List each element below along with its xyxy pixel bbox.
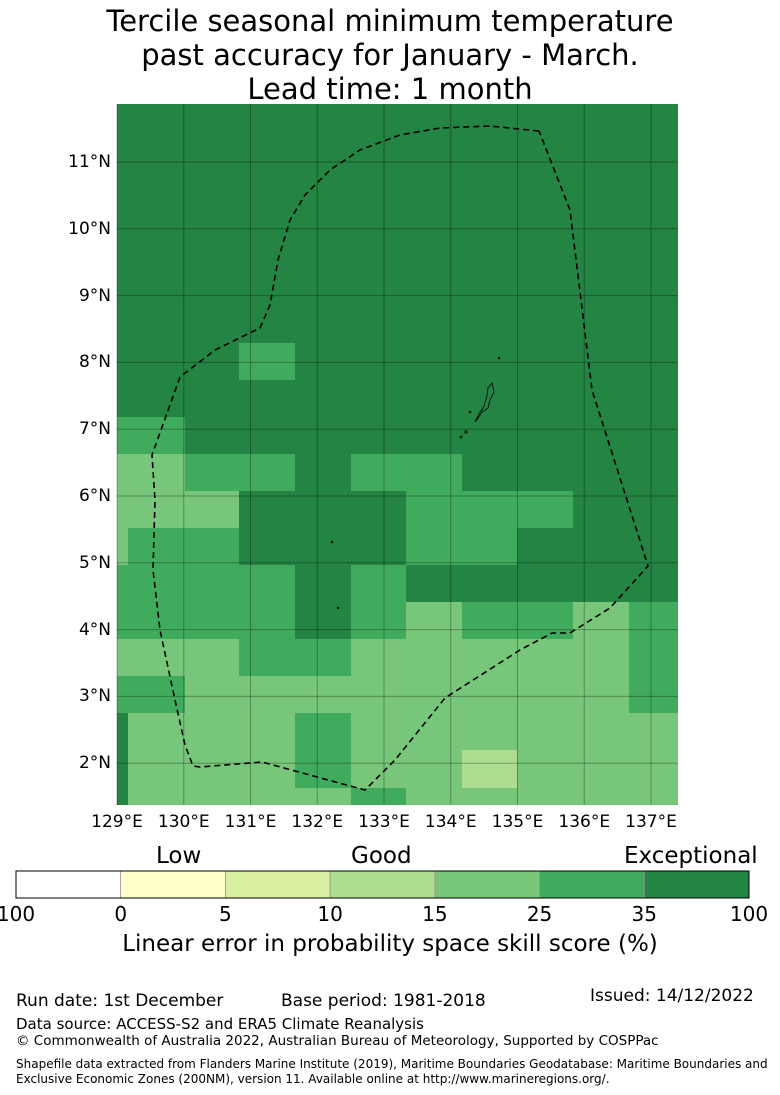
shapefile-credit-1: Shapefile data extracted from Flanders M… [16,1057,768,1071]
base-period: Base period: 1981-2018 [281,991,486,1011]
colorbar-segment [15,870,122,899]
colorbar-segment [539,870,645,899]
eez-boundary [151,125,649,791]
colorbar-segment [329,870,436,899]
shapefile-credit-2: Exclusive Economic Zones (200NM), versio… [16,1072,610,1086]
skill-cell [406,528,517,565]
title-line-2: past accuracy for January - March. [141,38,639,72]
latitude-label: 6°N [78,486,111,506]
colorbar-tick-label: 25 [526,902,553,926]
latitude-label: 8°N [78,352,111,373]
colorbar-label: Linear error in probability space skill … [122,931,658,957]
colorbar-category-exceptional: Exceptional [624,843,758,869]
colorbar-segment [225,870,331,899]
skill-cell [128,788,351,805]
skill-cell [117,528,128,565]
title-line-1: Tercile seasonal minimum temperature [106,4,674,38]
colorbar-outline [15,870,750,899]
skill-cell [629,676,678,713]
skill-cell [351,454,462,491]
colorbar-tick-label: 10 [317,902,343,926]
longitude-label: 137°E [625,812,677,832]
issued-date: Issued: 14/12/2022 [590,986,754,1006]
colorbar-segment [434,870,540,899]
skill-cell [117,639,239,676]
longitude-label: 136°E [558,812,611,832]
skill-cell [629,639,678,676]
latitude-label: 9°N [78,285,111,306]
latitude-label: 2°N [78,753,111,774]
longitude-label: 129°E [91,812,143,832]
latitude-label: 5°N [78,552,111,573]
latitude-label: 7°N [78,419,111,440]
skill-cell [462,750,517,788]
colorbar-tick-label: 100 [0,902,36,926]
colorbar-tick-label: 15 [422,902,448,926]
latitude-label: 11°N [68,152,111,172]
run-date: Run date: 1st December [16,991,224,1011]
skill-cell [117,676,185,713]
colorbar-tick-label: 0 [114,902,128,926]
skill-cell [128,528,239,565]
skill-cell [406,788,678,805]
data-source: Data source: ACCESS-S2 and ERA5 Climate … [16,1015,424,1033]
longitude-label: 131°E [224,812,277,832]
skill-cell [185,676,629,713]
skill-cell [117,602,295,639]
colorbar-category-good: Good [351,843,412,869]
skill-cell [351,750,462,788]
colorbar [15,870,750,899]
graticule [116,104,678,805]
longitude-label: 132°E [291,812,344,832]
skill-cell [117,417,185,454]
skill-cell [406,602,462,639]
skill-cell [351,713,678,750]
skill-cell [629,602,678,639]
longitude-label: 133°E [358,812,410,832]
skill-cell [517,750,678,788]
colorbar-category-low: Low [156,843,202,869]
colorbar-tick-label: 35 [631,902,658,926]
skill-cell [295,750,351,788]
skill-cell [351,788,406,805]
skill-cell [117,491,239,528]
colorbar-tick-label: 5 [219,902,232,926]
latitude-label: 4°N [78,619,111,640]
skill-cell [351,565,406,602]
latitude-label: 10°N [68,218,111,239]
skill-cell [117,454,185,491]
latitude-label: 3°N [78,686,111,707]
skill-grid-cells [117,104,678,805]
skill-cell [117,565,295,602]
colorbar-tick-label: 100 [729,902,769,926]
palau-islands [330,356,501,610]
skill-cell [239,639,351,676]
longitude-label: 130°E [157,812,210,832]
copyright: © Commonwealth of Australia 2022, Austra… [16,1033,659,1049]
colorbar-segment [643,870,750,899]
map-title: Tercile seasonal minimum temperature pas… [0,4,780,106]
skill-cell [185,454,295,491]
longitude-label: 134°E [424,812,477,832]
skill-cell [351,602,406,639]
skill-cell [239,343,295,380]
skill-cell [351,639,629,676]
skill-cell [573,602,629,639]
colorbar-segment [120,870,226,899]
skill-cell [406,491,573,528]
title-line-3: Lead time: 1 month [247,72,533,106]
skill-cell [295,713,351,750]
longitude-label: 135°E [491,812,544,832]
skill-cell [128,750,295,788]
skill-cell [128,713,295,750]
